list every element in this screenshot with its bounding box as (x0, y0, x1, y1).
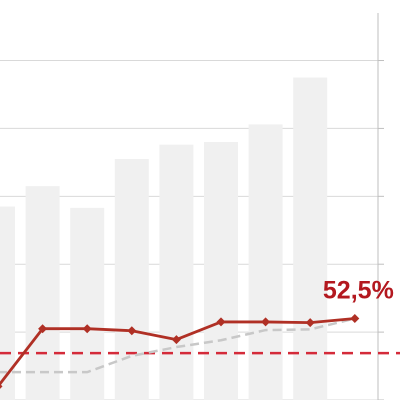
main-line-point-1 (0, 383, 3, 389)
main-line-point-8 (305, 318, 315, 328)
bar-5 (159, 144, 194, 400)
bar-series (0, 77, 328, 400)
y-axis (377, 13, 384, 400)
bar-2 (25, 186, 60, 400)
bar-8 (293, 77, 328, 400)
main-line-point-7 (261, 317, 271, 327)
main-line-point-4 (127, 326, 137, 336)
bar-1 (0, 206, 15, 400)
main-line-point-9 (350, 314, 360, 324)
bar-4 (114, 158, 149, 400)
bar-7 (248, 124, 283, 400)
main-line-point-3 (82, 324, 92, 334)
secondary-line-series (0, 317, 356, 374)
main-line-point-2 (38, 324, 48, 334)
callout-label: 52,5% (323, 277, 394, 305)
callouts: 52,5% (323, 277, 394, 305)
secondary-line (0, 317, 356, 374)
main-line-series (0, 314, 360, 389)
bar-6 (204, 142, 238, 400)
main-line-point-5 (171, 335, 181, 345)
main-line-point-6 (216, 317, 226, 327)
